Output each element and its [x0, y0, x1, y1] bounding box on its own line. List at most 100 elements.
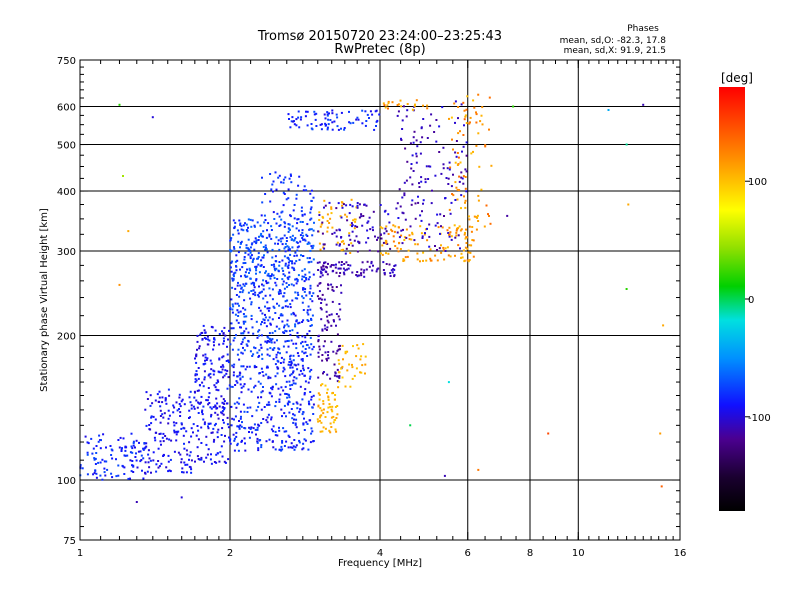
scatter-point	[197, 401, 200, 404]
scatter-point	[241, 352, 244, 355]
scatter-point	[233, 439, 236, 442]
scatter-point	[94, 469, 97, 472]
scatter-point	[391, 101, 394, 104]
scatter-point	[294, 323, 297, 326]
scatter-point	[179, 411, 182, 414]
scatter-point	[440, 244, 442, 247]
x-tick-label: 16	[674, 548, 687, 559]
scatter-point	[248, 249, 251, 252]
scatter-point	[302, 345, 305, 348]
scatter-point	[156, 393, 159, 396]
scatter-point	[299, 408, 302, 411]
scatter-point	[266, 251, 269, 254]
scatter-point	[283, 404, 286, 407]
scatter-point	[321, 293, 324, 296]
scatter-point	[361, 109, 364, 112]
scatter-point	[261, 290, 263, 293]
scatter-point	[144, 408, 147, 411]
scatter-point	[356, 271, 359, 273]
scatter-point	[218, 333, 221, 335]
scatter-point	[270, 418, 273, 421]
scatter-point	[260, 259, 263, 262]
scatter-point	[244, 442, 246, 445]
scatter-point	[142, 477, 145, 480]
scatter-point	[130, 470, 133, 473]
scatter-point	[336, 368, 339, 371]
scatter-point	[293, 123, 296, 126]
scatter-point	[288, 275, 291, 278]
scatter-point	[194, 374, 197, 377]
scatter-point	[284, 242, 287, 245]
scatter-point	[132, 442, 135, 445]
scatter-point	[326, 114, 329, 117]
scatter-point	[428, 235, 431, 238]
scatter-point	[339, 215, 342, 218]
scatter-point	[251, 261, 254, 263]
scatter-point	[408, 234, 411, 237]
scatter-point	[376, 119, 379, 122]
scatter-point	[327, 396, 330, 399]
scatter-point	[349, 385, 352, 388]
scatter-point	[268, 340, 271, 343]
scatter-point	[188, 417, 190, 419]
scatter-point	[260, 334, 263, 337]
scatter-point	[264, 340, 267, 343]
scatter-point	[257, 294, 260, 297]
scatter-point	[289, 333, 292, 336]
scatter-point	[415, 99, 418, 102]
scatter-point	[230, 249, 233, 252]
scatter-point	[353, 227, 356, 230]
scatter-point	[258, 271, 261, 274]
scatter-point	[294, 278, 297, 281]
scatter-point	[159, 415, 162, 417]
scatter-point	[309, 192, 312, 195]
scatter-point	[216, 431, 219, 434]
scatter-point	[273, 347, 276, 349]
scatter-point	[196, 425, 199, 427]
scatter-point	[285, 351, 288, 354]
scatter-point	[273, 306, 276, 309]
scatter-point	[181, 467, 184, 470]
scatter-point	[269, 322, 272, 325]
scatter-point	[301, 229, 304, 232]
scatter-point	[158, 390, 161, 393]
scatter-point	[405, 115, 408, 118]
scatter-point	[214, 329, 217, 332]
scatter-point	[286, 299, 289, 302]
scatter-point	[320, 421, 323, 424]
scatter-point	[296, 368, 299, 371]
scatter-point	[414, 243, 417, 246]
scatter-point	[234, 313, 237, 316]
x-tick-label: 6	[465, 548, 471, 559]
scatter-point	[341, 201, 344, 204]
scatter-point	[145, 442, 148, 445]
scatter-point	[335, 352, 338, 355]
scatter-point	[411, 199, 414, 202]
scatter-point	[328, 429, 331, 432]
scatter-point	[311, 406, 314, 409]
scatter-point	[279, 289, 282, 292]
scatter-point	[231, 417, 234, 420]
scatter-point	[411, 231, 414, 234]
scatter-point	[303, 417, 305, 420]
scatter-point	[100, 439, 102, 442]
scatter-point	[376, 238, 378, 241]
scatter-point	[336, 413, 339, 416]
scatter-point	[243, 284, 246, 287]
scatter-point	[410, 163, 413, 165]
scatter-point	[332, 350, 335, 353]
scatter-point	[306, 257, 309, 260]
scatter-point	[216, 436, 219, 439]
scatter-point	[262, 418, 265, 420]
scatter-point	[271, 388, 274, 391]
scatter-point	[422, 251, 425, 254]
scatter-point	[334, 266, 337, 269]
scatter-point	[289, 354, 292, 357]
scatter-point	[284, 340, 287, 343]
scatter-point	[304, 288, 307, 291]
scatter-point	[369, 110, 372, 113]
scatter-point	[288, 394, 290, 397]
scatter-point	[132, 440, 135, 443]
scatter-point	[484, 145, 487, 148]
scatter-point	[283, 430, 286, 433]
